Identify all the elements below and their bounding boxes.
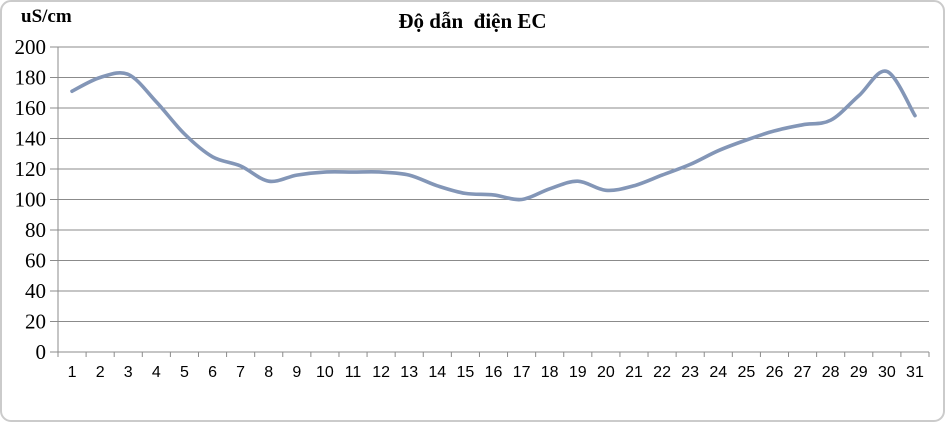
x-tick-label: 4 (152, 364, 161, 381)
x-tick-label: 22 (653, 364, 671, 381)
y-axis-unit-label: uS/cm (21, 6, 72, 27)
x-tick-label: 11 (345, 364, 362, 381)
x-tick-label: 7 (236, 364, 245, 381)
x-tick-label: 20 (597, 364, 615, 381)
x-tick-label: 8 (264, 364, 273, 381)
x-tick-label: 12 (372, 364, 390, 381)
x-tick-label: 16 (485, 364, 503, 381)
x-tick-label: 30 (878, 364, 896, 381)
x-tick-label: 24 (709, 364, 727, 381)
x-tick-label: 28 (822, 364, 840, 381)
y-tick-label: 40 (25, 279, 46, 303)
ec-series-line (70, 69, 917, 202)
x-tick-label: 25 (737, 364, 755, 381)
x-tick-label: 9 (292, 364, 301, 381)
y-tick-label: 80 (25, 218, 46, 242)
y-tick-label: 120 (15, 157, 47, 181)
y-tick-label: 20 (25, 310, 46, 334)
x-tick-label: 26 (766, 364, 784, 381)
y-tick-label: 200 (15, 35, 47, 59)
x-tick-label: 27 (794, 364, 812, 381)
x-tick-label: 29 (850, 364, 868, 381)
x-tick-label: 10 (316, 364, 334, 381)
y-tick-label: 0 (36, 340, 47, 364)
x-tick-label: 19 (569, 364, 587, 381)
x-tick-label: 13 (400, 364, 418, 381)
x-tick-label: 14 (428, 364, 446, 381)
x-tick-label: 2 (96, 364, 105, 381)
x-tick-label: 23 (681, 364, 699, 381)
y-tick-label: 140 (15, 127, 47, 151)
x-tick-label: 5 (180, 364, 189, 381)
y-tick-label: 180 (15, 66, 47, 90)
x-tick-label: 3 (124, 364, 133, 381)
x-tick-label: 21 (625, 364, 643, 381)
y-tick-label: 60 (25, 249, 46, 273)
x-tick-label: 17 (513, 364, 531, 381)
x-tick-label: 15 (457, 364, 475, 381)
x-tick-label: 31 (906, 364, 924, 381)
y-tick-label: 160 (15, 96, 47, 120)
x-tick-label: 1 (68, 364, 77, 381)
y-tick-label: 100 (15, 188, 47, 212)
chart-title: Độ dẫn điện EC (398, 9, 547, 33)
x-tick-label: 6 (208, 364, 217, 381)
x-tick-label: 18 (541, 364, 559, 381)
